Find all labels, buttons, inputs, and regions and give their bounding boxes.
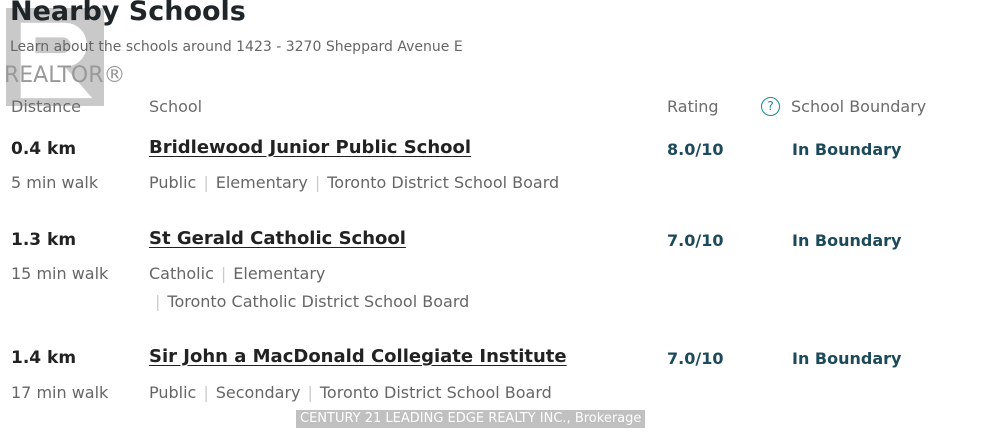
school-walk: 15 min walk: [11, 264, 109, 283]
school-boundary: In Boundary: [792, 231, 902, 250]
school-rating: 8.0/10: [667, 140, 724, 159]
school-type: Catholic: [149, 264, 214, 283]
question-circle-icon[interactable]: ?: [761, 97, 780, 116]
page-title: Nearby Schools: [10, 0, 246, 27]
school-rating: 7.0/10: [667, 231, 724, 250]
realtor-logo-watermark: [6, 8, 104, 106]
school-boundary: In Boundary: [792, 140, 902, 159]
col-rating: Rating: [667, 97, 719, 116]
col-distance: Distance: [11, 97, 81, 116]
school-type: Public: [149, 383, 197, 402]
school-level: Elementary: [215, 173, 308, 192]
brokerage-watermark: CENTURY 21 LEADING EDGE REALTY INC., Bro…: [296, 410, 646, 428]
school-walk: 17 min walk: [11, 383, 109, 402]
school-meta: Public | Elementary | Toronto District Schoo…: [149, 173, 560, 192]
school-level: Elementary: [233, 264, 326, 283]
col-school: School: [149, 97, 203, 116]
school-level: Secondary: [215, 383, 301, 402]
school-distance: 1.4 km: [11, 348, 77, 368]
school-walk: 5 min walk: [11, 173, 99, 192]
school-board: Toronto District School Board: [327, 173, 560, 192]
school-type: Public: [149, 173, 197, 192]
page-subtitle: Learn about the schools around 1423 - 32…: [10, 39, 463, 55]
school-meta-board: | Toronto Catholic District School Board: [155, 292, 470, 311]
school-meta: Catholic | Elementary: [149, 264, 326, 283]
school-link[interactable]: Bridlewood Junior Public School: [149, 137, 472, 158]
school-rating: 7.0/10: [667, 349, 724, 368]
realtor-logo-text: REALTOR®: [4, 63, 126, 88]
school-distance: 1.3 km: [11, 230, 77, 250]
school-boundary: In Boundary: [792, 349, 902, 368]
school-link[interactable]: St Gerald Catholic School: [149, 228, 406, 249]
school-link[interactable]: Sir John a MacDonald Collegiate Institut…: [149, 346, 567, 367]
school-board: Toronto Catholic District School Board: [167, 292, 470, 311]
school-distance: 0.4 km: [11, 139, 77, 159]
school-board: Toronto District School Board: [319, 383, 552, 402]
school-meta: Public | Secondary | Toronto District School…: [149, 383, 552, 402]
col-boundary: School Boundary: [791, 97, 927, 116]
